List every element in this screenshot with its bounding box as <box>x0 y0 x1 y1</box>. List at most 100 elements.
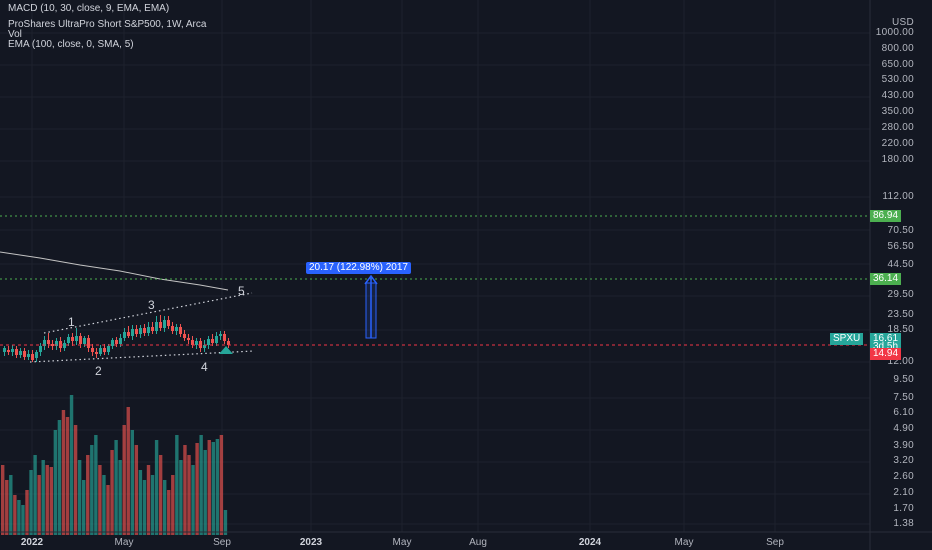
candle <box>167 320 170 326</box>
candle <box>119 338 122 344</box>
volume-bar <box>146 465 151 535</box>
candle <box>39 346 42 352</box>
price-axis-label: 430.00 <box>881 90 914 101</box>
volume-bar <box>183 445 187 535</box>
level-tag-lower: 36.14 <box>870 273 902 285</box>
candle <box>223 334 226 341</box>
wave-label-2[interactable]: 2 <box>95 364 102 378</box>
wedge-lower-line <box>29 350 255 363</box>
candle <box>127 332 130 336</box>
candle <box>159 322 162 328</box>
time-axis-label: 2023 <box>299 537 323 548</box>
volume-bar <box>199 435 203 535</box>
time-axis-label: Sep <box>766 537 784 548</box>
volume-bar <box>207 440 211 535</box>
candle <box>99 348 102 354</box>
level-tag-upper: 86.94 <box>870 210 902 222</box>
candle <box>191 340 194 345</box>
time-axis-label: May <box>114 537 134 548</box>
candle <box>187 338 190 340</box>
signal-arrow-marker <box>219 346 233 354</box>
candle <box>35 352 38 358</box>
candle <box>51 344 54 346</box>
volume-bar <box>49 467 53 535</box>
candle <box>107 346 110 352</box>
candle <box>67 337 70 343</box>
candle <box>175 327 178 331</box>
volume-bar <box>82 480 86 535</box>
candle <box>171 326 174 331</box>
price-axis-label: 350.00 <box>881 106 914 117</box>
price-axis-label: 29.50 <box>887 289 914 300</box>
price-axis-label: 650.00 <box>881 59 914 70</box>
candle <box>215 336 218 343</box>
candle <box>151 327 154 331</box>
time-axis-label: Aug <box>469 537 487 548</box>
candle <box>115 340 118 344</box>
volume-bar <box>33 455 37 535</box>
candle <box>135 329 138 334</box>
volume-bar <box>61 410 66 535</box>
price-axis-label: 180.00 <box>881 154 914 165</box>
wave-label-5[interactable]: 5 <box>238 284 245 298</box>
candle <box>43 340 46 346</box>
volume-bar <box>1 465 5 535</box>
candle <box>195 341 198 345</box>
volume-bar <box>158 455 163 535</box>
price-axis-label: 7.50 <box>893 392 914 403</box>
macd-legend[interactable]: MACD (10, 30, close, 9, EMA, EMA) <box>8 3 170 14</box>
ema-legend[interactable]: EMA (100, close, 0, SMA, 5) <box>8 39 134 50</box>
time-axis-label: 2024 <box>578 537 602 548</box>
candle <box>31 354 34 360</box>
candle <box>203 345 206 348</box>
price-axis-label: 280.00 <box>881 122 914 133</box>
volume-bar <box>130 430 134 535</box>
volume-bar <box>73 425 78 535</box>
volume-bar <box>134 445 139 535</box>
volume-bar <box>167 490 171 535</box>
volume-legend[interactable]: Vol <box>8 29 22 40</box>
volume-bar <box>195 443 199 535</box>
volume-bar <box>191 465 195 535</box>
volume-bar <box>142 480 147 535</box>
volume-bar <box>77 460 82 535</box>
price-axis-label: 3.90 <box>893 440 914 451</box>
price-axis-label: 6.10 <box>893 407 914 418</box>
candle <box>19 351 22 355</box>
volume-bar <box>154 440 159 535</box>
time-axis-label: May <box>392 537 412 548</box>
wedge-upper-line <box>43 292 253 334</box>
volume-bar <box>25 490 29 535</box>
candle <box>47 340 50 344</box>
candle <box>91 348 94 352</box>
symbol-title[interactable]: ProShares UltraPro Short S&P500, 1W, Arc… <box>8 19 207 30</box>
volume-bar <box>211 442 215 535</box>
volume-bar <box>45 465 49 535</box>
wave-label-1[interactable]: 1 <box>68 315 75 329</box>
price-axis-label: 9.50 <box>893 374 914 385</box>
candle <box>3 348 6 352</box>
measure-label[interactable]: 20.17 (122.98%) 2017 <box>306 262 411 274</box>
volume-bar <box>41 460 45 535</box>
candle <box>219 334 222 336</box>
volume-bar <box>126 407 130 535</box>
volume-bar <box>163 480 167 535</box>
low-price-tag: 14.94 <box>870 348 902 360</box>
candle <box>11 349 14 352</box>
volume-bar <box>171 475 175 535</box>
volume-bar <box>223 510 228 535</box>
candle <box>123 332 126 338</box>
candle <box>155 322 158 331</box>
volume-bar <box>203 450 207 535</box>
ema-line <box>0 251 229 291</box>
price-axis-label: 70.50 <box>887 225 914 236</box>
volume-bar <box>53 430 58 535</box>
wave-label-3[interactable]: 3 <box>148 298 155 312</box>
wave-label-4[interactable]: 4 <box>201 360 208 374</box>
volume-bar <box>21 505 25 535</box>
price-axis-label: 1.38 <box>893 518 914 529</box>
price-axis-label: 2.60 <box>893 471 914 482</box>
volume-bar <box>5 480 9 535</box>
volume-bar <box>17 500 21 535</box>
